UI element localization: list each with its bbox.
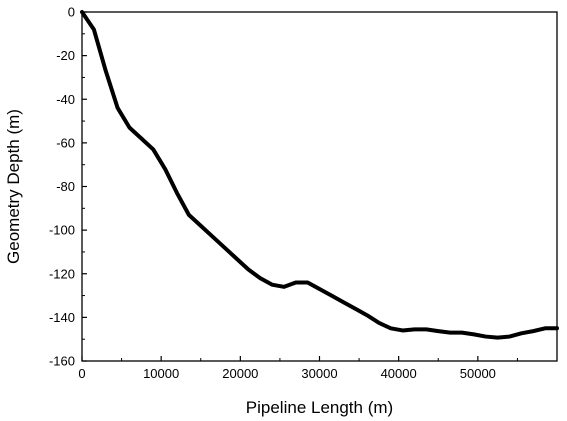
series-group <box>80 10 559 340</box>
y-axis-label: Geometry Depth (m) <box>4 109 23 264</box>
y-tick-label: -40 <box>56 92 75 107</box>
y-tick-label: -60 <box>56 135 75 150</box>
x-axis-label: Pipeline Length (m) <box>246 398 393 417</box>
y-tick-label: -140 <box>49 310 75 325</box>
series-line-0 <box>80 10 559 340</box>
x-tick-label: 40000 <box>381 366 417 381</box>
y-axis-ticks: 0 -20 -40 -60 -80 -100 -120 -140 -160 <box>49 5 87 369</box>
x-axis-ticks: 0 10000 20000 30000 40000 50000 <box>78 356 518 381</box>
y-tick-label: -20 <box>56 48 75 63</box>
x-tick-label: 30000 <box>301 366 337 381</box>
x-tick-label: 10000 <box>143 366 179 381</box>
y-tick-label: 0 <box>68 5 75 20</box>
x-tick-label: 20000 <box>222 366 258 381</box>
y-tick-label: -80 <box>56 179 75 194</box>
y-tick-label: -100 <box>49 223 75 238</box>
x-tick-label: 50000 <box>460 366 496 381</box>
x-tick-label: 0 <box>78 366 85 381</box>
y-tick-label: -120 <box>49 266 75 281</box>
plot-frame <box>81 11 558 362</box>
y-tick-label: -160 <box>49 354 75 369</box>
